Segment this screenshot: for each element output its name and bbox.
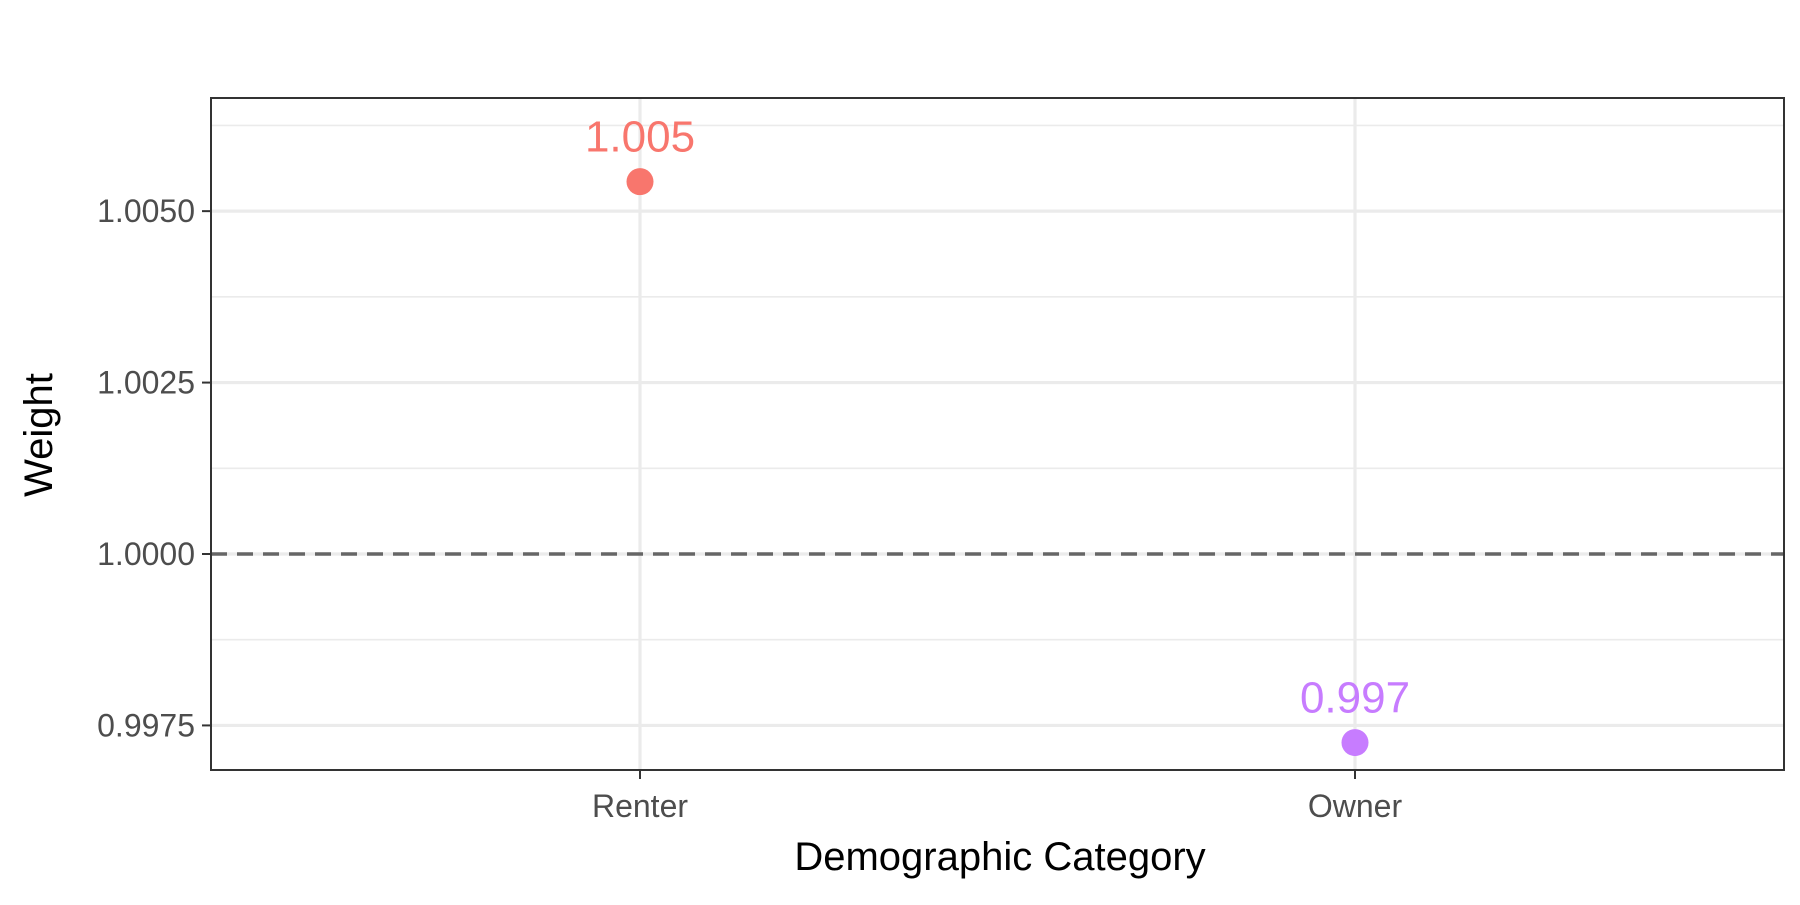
data-point-renter (626, 168, 654, 196)
data-label-owner: 0.997 (1300, 674, 1410, 723)
y-tick-label: 1.0000 (97, 536, 195, 572)
y-tick-label: 0.9975 (97, 707, 195, 743)
data-point-owner (1341, 729, 1369, 757)
x-tick-label: Owner (1308, 788, 1403, 824)
y-tick-label: 1.0025 (97, 365, 195, 401)
x-tick-label: Renter (592, 788, 688, 824)
y-axis-title: Weight (17, 373, 61, 497)
y-axis-ticks: 0.9975 1.0000 1.0025 1.0050 (97, 193, 211, 743)
panel-border (210, 97, 1785, 771)
data-labels: 1.005 0.997 (585, 113, 1410, 723)
y-tick-label: 1.0050 (97, 193, 195, 229)
x-axis-ticks: Renter Owner (592, 770, 1402, 824)
x-axis-title: Demographic Category (794, 835, 1205, 879)
data-points (626, 168, 1369, 757)
data-label-renter: 1.005 (585, 113, 695, 162)
minor-gridlines (211, 124, 1784, 641)
